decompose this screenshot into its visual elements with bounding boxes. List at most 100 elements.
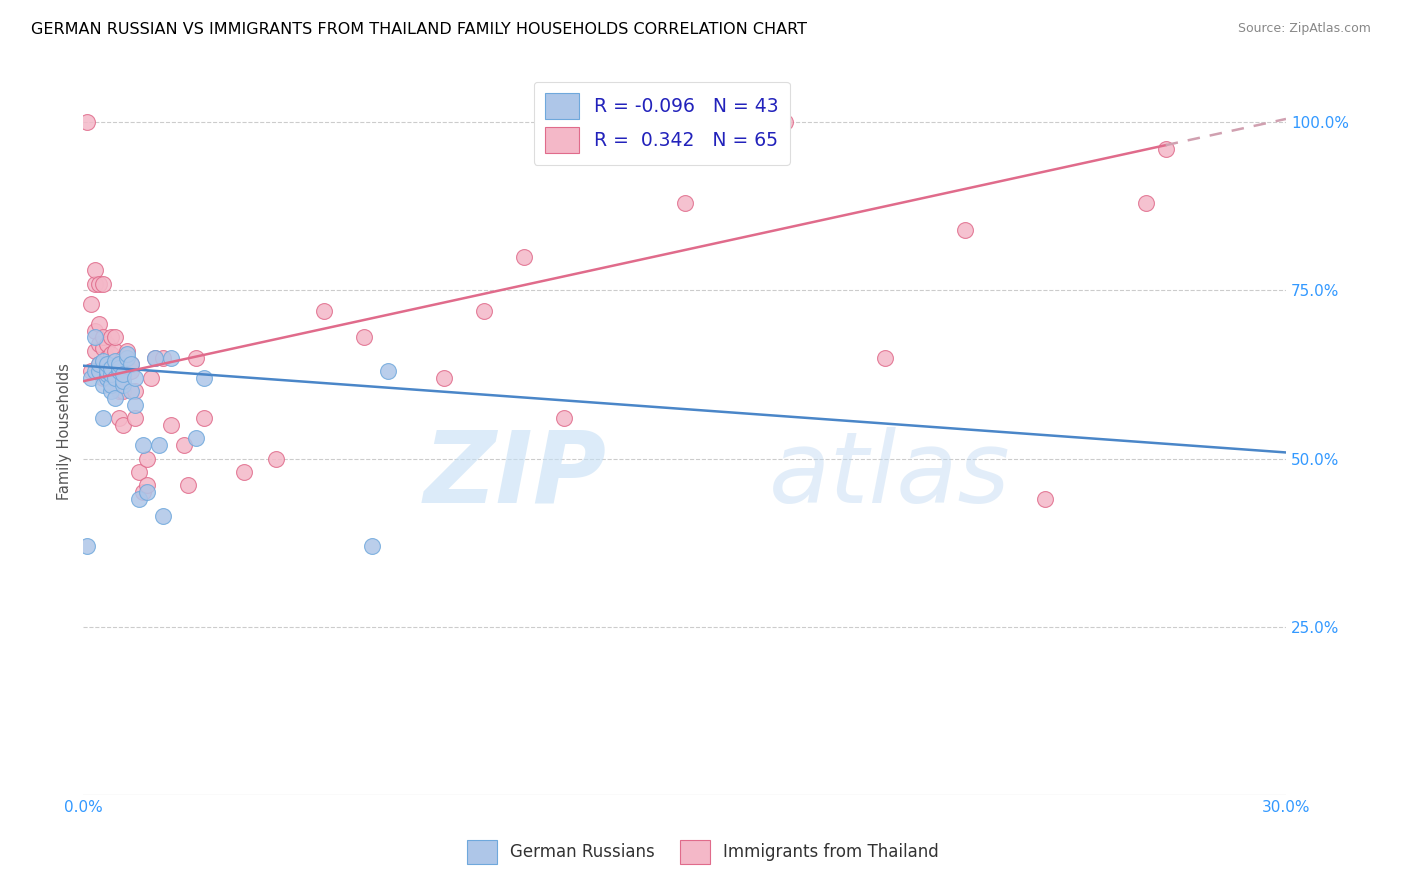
Point — [193, 371, 215, 385]
Point — [89, 277, 111, 291]
Point — [108, 384, 131, 399]
Point — [112, 374, 135, 388]
Point — [80, 297, 103, 311]
Point — [108, 411, 131, 425]
Point — [91, 341, 114, 355]
Point — [100, 357, 122, 371]
Point — [89, 357, 111, 371]
Point — [104, 371, 127, 385]
Point — [128, 491, 150, 506]
Point — [124, 398, 146, 412]
Point — [100, 377, 122, 392]
Point — [173, 438, 195, 452]
Point — [100, 360, 122, 375]
Text: Source: ZipAtlas.com: Source: ZipAtlas.com — [1237, 22, 1371, 36]
Point — [136, 478, 159, 492]
Point — [96, 371, 118, 385]
Point — [160, 417, 183, 432]
Point — [232, 465, 254, 479]
Point — [1135, 196, 1157, 211]
Legend: German Russians, Immigrants from Thailand: German Russians, Immigrants from Thailan… — [460, 833, 946, 871]
Point — [96, 368, 118, 382]
Point — [193, 411, 215, 425]
Point — [100, 330, 122, 344]
Point — [91, 371, 114, 385]
Point — [108, 360, 131, 375]
Point — [773, 115, 796, 129]
Point — [80, 371, 103, 385]
Point — [112, 384, 135, 399]
Point — [96, 337, 118, 351]
Point — [433, 371, 456, 385]
Point — [136, 451, 159, 466]
Point — [124, 411, 146, 425]
Point — [873, 351, 896, 365]
Point — [112, 417, 135, 432]
Point — [100, 384, 122, 399]
Point — [132, 438, 155, 452]
Point — [120, 364, 142, 378]
Point — [76, 115, 98, 129]
Point — [353, 330, 375, 344]
Point — [264, 451, 287, 466]
Point — [1154, 142, 1177, 156]
Point — [117, 347, 139, 361]
Point — [472, 303, 495, 318]
Point — [91, 411, 114, 425]
Point — [184, 351, 207, 365]
Point — [76, 539, 98, 553]
Point — [89, 357, 111, 371]
Point — [312, 303, 335, 318]
Point — [120, 357, 142, 371]
Text: atlas: atlas — [769, 426, 1011, 524]
Point — [104, 354, 127, 368]
Point — [104, 330, 127, 344]
Point — [96, 371, 118, 385]
Point — [89, 317, 111, 331]
Point — [112, 371, 135, 385]
Point — [117, 351, 139, 365]
Text: GERMAN RUSSIAN VS IMMIGRANTS FROM THAILAND FAMILY HOUSEHOLDS CORRELATION CHART: GERMAN RUSSIAN VS IMMIGRANTS FROM THAILA… — [31, 22, 807, 37]
Point — [145, 351, 167, 365]
Text: ZIP: ZIP — [423, 426, 606, 524]
Point — [176, 478, 198, 492]
Point — [104, 357, 127, 371]
Point — [152, 508, 174, 523]
Point — [91, 330, 114, 344]
Point — [89, 364, 111, 378]
Point — [91, 377, 114, 392]
Point — [100, 364, 122, 378]
Point — [96, 351, 118, 365]
Point — [148, 438, 170, 452]
Point — [112, 377, 135, 392]
Point — [84, 324, 107, 338]
Point — [1035, 491, 1057, 506]
Point — [104, 391, 127, 405]
Point — [120, 384, 142, 399]
Point — [120, 357, 142, 371]
Point — [104, 343, 127, 358]
Point — [160, 351, 183, 365]
Point — [145, 351, 167, 365]
Point — [141, 371, 163, 385]
Point — [377, 364, 399, 378]
Point — [108, 364, 131, 378]
Point — [91, 354, 114, 368]
Point — [513, 250, 536, 264]
Point — [84, 277, 107, 291]
Point — [553, 411, 575, 425]
Point — [128, 465, 150, 479]
Point — [117, 343, 139, 358]
Point — [89, 337, 111, 351]
Y-axis label: Family Households: Family Households — [58, 363, 72, 500]
Point — [112, 351, 135, 365]
Point — [136, 485, 159, 500]
Point — [361, 539, 384, 553]
Point — [84, 343, 107, 358]
Point — [955, 223, 977, 237]
Point — [100, 368, 122, 382]
Point — [132, 485, 155, 500]
Point — [184, 431, 207, 445]
Point — [124, 384, 146, 399]
Point — [84, 330, 107, 344]
